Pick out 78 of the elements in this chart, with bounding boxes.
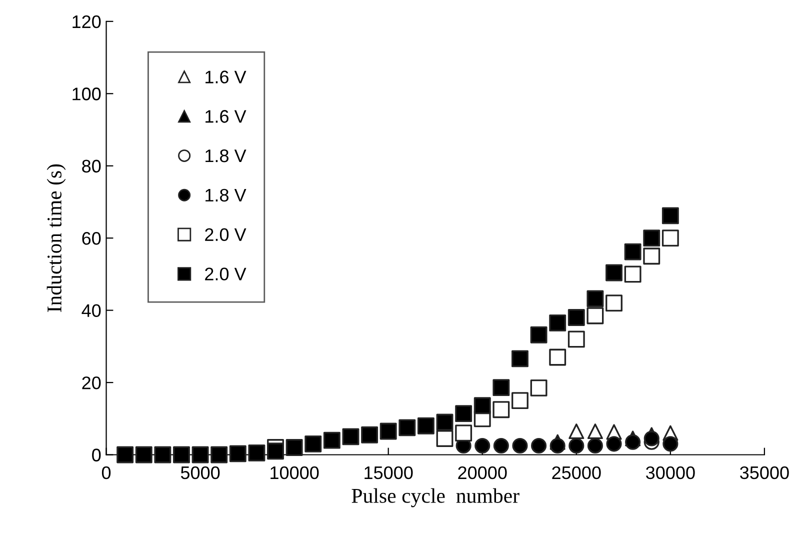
point <box>342 428 360 446</box>
point <box>116 446 134 464</box>
legend-label: 2.0 V <box>205 228 246 242</box>
point <box>248 444 266 462</box>
point <box>625 434 641 450</box>
point <box>606 436 622 452</box>
point <box>493 438 509 454</box>
point <box>455 405 472 422</box>
x-axis-title: Pulse cycle number <box>352 488 520 508</box>
point <box>455 424 472 442</box>
point <box>606 294 622 312</box>
point <box>267 442 284 460</box>
point <box>380 422 397 440</box>
y-tick-label: 120 <box>72 15 101 28</box>
point <box>210 446 228 464</box>
y-tick-label: 80 <box>82 160 101 173</box>
point <box>192 446 209 464</box>
point <box>549 314 566 332</box>
point <box>644 430 660 446</box>
x-tick-label: 5000 <box>180 466 220 480</box>
point <box>398 419 416 436</box>
point <box>624 266 642 283</box>
point <box>436 414 454 431</box>
point <box>531 438 547 454</box>
point <box>512 350 528 368</box>
x-tick-label: 35000 <box>740 466 789 480</box>
point <box>643 248 660 265</box>
point <box>512 392 528 410</box>
point <box>173 446 190 464</box>
point <box>606 264 622 282</box>
y-tick-label: 20 <box>82 376 101 390</box>
x-tick-label: 15000 <box>364 466 413 480</box>
point <box>286 439 303 456</box>
x-tick-label: 25000 <box>552 466 601 480</box>
point <box>492 379 510 396</box>
point <box>474 438 490 454</box>
point <box>587 438 603 454</box>
point <box>550 438 566 454</box>
point <box>624 243 642 260</box>
point <box>587 423 603 440</box>
point <box>586 290 604 308</box>
point <box>549 348 566 366</box>
legend-label: 1.6 V <box>206 110 246 123</box>
point <box>361 426 378 444</box>
point <box>662 207 679 224</box>
point <box>568 309 585 326</box>
point <box>436 430 454 447</box>
point <box>662 230 679 247</box>
point <box>568 438 584 454</box>
point <box>492 401 510 418</box>
point <box>662 436 678 452</box>
point <box>135 446 152 464</box>
legend-label: 1.8 V <box>206 188 246 202</box>
y-axis-title: Induction time (s) <box>46 164 66 312</box>
point <box>568 330 585 348</box>
x-tick-label: 20000 <box>458 466 507 480</box>
point <box>323 432 340 449</box>
point <box>530 379 548 396</box>
point <box>586 307 604 324</box>
point <box>512 438 528 454</box>
x-tick-label: 10000 <box>270 466 319 480</box>
x-tick-label: 30000 <box>646 466 695 480</box>
point <box>474 397 491 414</box>
y-tick-label: 40 <box>82 304 101 318</box>
point <box>229 445 246 462</box>
point <box>304 435 322 452</box>
point <box>154 446 172 464</box>
point <box>530 326 548 344</box>
x-tick-label: 0 <box>102 466 111 480</box>
y-tick-label: 60 <box>82 232 101 245</box>
y-tick-label: 0 <box>92 448 101 462</box>
point <box>643 230 660 247</box>
point <box>568 423 584 440</box>
point <box>417 417 434 434</box>
legend-label: 1.8 V <box>206 149 246 162</box>
legend-label: 1.6 V <box>206 70 246 84</box>
y-tick-label: 100 <box>72 88 101 100</box>
legend-label: 2.0 V <box>205 268 246 280</box>
